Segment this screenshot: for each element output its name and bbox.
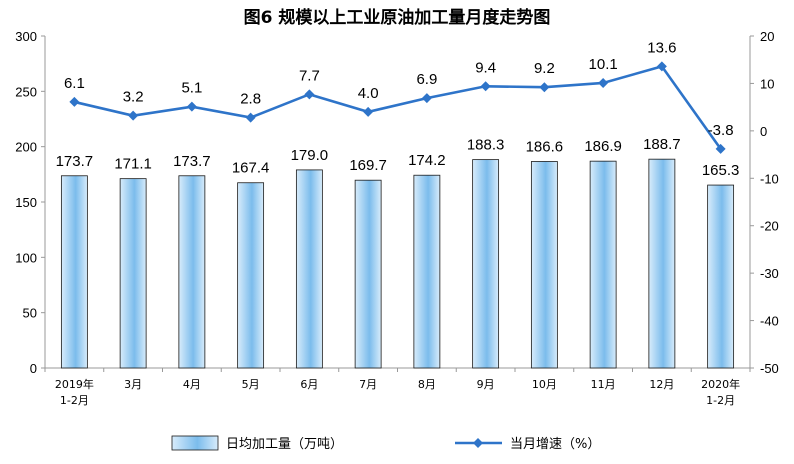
x-tick-label: 12月 <box>649 378 674 391</box>
growth-line <box>74 64 722 150</box>
line-value-label: 13.6 <box>647 39 676 56</box>
line-point <box>304 89 315 100</box>
left-tick-label: 150 <box>15 195 37 210</box>
bar-value-label: 186.9 <box>584 138 622 155</box>
line-value-label: 7.7 <box>299 67 320 84</box>
line-value-label: 9.4 <box>475 59 496 76</box>
line-point <box>598 77 609 88</box>
line-value-label: 2.8 <box>240 91 261 108</box>
x-tick-label: 9月 <box>477 378 495 391</box>
x-tick-label: 8月 <box>418 378 436 391</box>
line-point <box>715 143 726 154</box>
line-point <box>480 81 491 92</box>
line-point <box>421 93 432 104</box>
right-tick-label: 10 <box>760 76 774 91</box>
legend-line-marker <box>473 438 483 448</box>
right-tick-label: 20 <box>760 29 774 44</box>
bar-value-label: 165.3 <box>702 162 740 179</box>
x-tick-label: 10月 <box>532 378 557 391</box>
left-tick-label: 200 <box>15 140 37 155</box>
line-point <box>363 106 374 117</box>
bar-value-label: 173.7 <box>56 153 94 170</box>
x-tick-label: 2019年 <box>55 377 94 391</box>
line-point <box>245 112 256 123</box>
bar-value-label: 179.0 <box>291 147 329 164</box>
right-tick-label: -10 <box>760 171 779 186</box>
bar <box>60 175 88 369</box>
right-tick-label: -30 <box>760 266 779 281</box>
bar <box>354 179 382 369</box>
line-point <box>186 101 197 112</box>
right-tick-label: -40 <box>760 314 779 329</box>
x-tick-label: 4月 <box>183 378 201 391</box>
bar <box>119 178 147 369</box>
left-tick-label: 0 <box>30 361 37 376</box>
x-tick-label: 6月 <box>300 378 318 391</box>
line-value-label: 5.1 <box>181 80 202 97</box>
left-tick-label: 100 <box>15 250 37 265</box>
bar <box>413 174 441 369</box>
legend-line-label: 当月增速（%） <box>510 437 600 452</box>
data-labels: 173.7 171.1 173.7 167.4 179.0 169.7 174.2 188.3… <box>56 39 740 179</box>
line-value-label: 6.9 <box>416 71 437 88</box>
line-value-label: 4.0 <box>358 85 379 102</box>
line-value-label: 9.2 <box>534 60 555 77</box>
bar-value-label: 167.4 <box>232 160 270 177</box>
bar <box>707 184 735 369</box>
line-value-label: -3.8 <box>708 122 734 139</box>
line-point <box>539 82 550 93</box>
line-value-label: 10.1 <box>589 56 618 73</box>
line-point <box>128 110 139 121</box>
legend-bar-swatch <box>171 435 219 451</box>
legend-bar-label: 日均加工量（万吨） <box>226 437 343 452</box>
bar-value-label: 173.7 <box>173 153 211 170</box>
legend: 日均加工量（万吨） 当月增速（%） <box>171 435 600 452</box>
x-tick-label: 5月 <box>242 378 260 391</box>
bar-value-label: 174.2 <box>408 152 446 169</box>
bar <box>589 160 617 369</box>
line-value-label: 6.1 <box>64 75 85 92</box>
line-value-label: 3.2 <box>123 89 144 106</box>
bar-value-label: 188.3 <box>467 137 505 154</box>
right-tick-label: -20 <box>760 219 779 234</box>
line-point <box>656 61 667 72</box>
bar-series <box>60 158 735 369</box>
x-tick-label: 7月 <box>359 378 377 391</box>
bar-value-label: 171.1 <box>114 156 152 173</box>
left-tick-label: 300 <box>15 29 37 44</box>
x-tick-label: 3月 <box>124 378 142 391</box>
left-tick-label: 250 <box>15 84 37 99</box>
line-point <box>69 96 80 107</box>
x-tick-label: 1-2月 <box>60 394 89 407</box>
bar <box>237 182 265 369</box>
right-tick-label: -50 <box>760 361 779 376</box>
bar <box>648 158 676 369</box>
bar <box>295 169 323 369</box>
bar <box>472 159 500 369</box>
bar <box>530 161 558 369</box>
bar-value-label: 169.7 <box>349 157 387 174</box>
right-tick-label: 0 <box>760 124 767 139</box>
line-series <box>69 61 726 154</box>
chart-title: 图6 规模以上工业原油加工量月度走势图 <box>244 7 551 28</box>
bar-value-label: 188.7 <box>643 136 681 153</box>
bar-value-label: 186.6 <box>526 138 564 155</box>
x-tick-label: 11月 <box>591 378 616 391</box>
x-tick-label: 1-2月 <box>706 394 735 407</box>
left-tick-label: 50 <box>23 306 37 321</box>
x-tick-label: 2020年 <box>701 377 740 391</box>
axes: 050100150200250300-50-40-30-20-100102020… <box>15 29 779 407</box>
bar <box>178 175 206 369</box>
